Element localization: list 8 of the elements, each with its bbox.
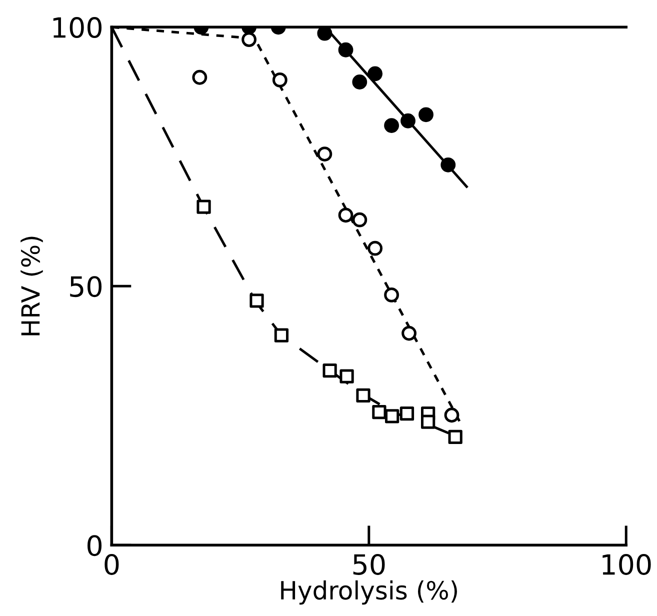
y-axis-title: HRV (%)	[20, 236, 43, 336]
x-tick-label: 0	[104, 554, 119, 575]
x-axis-title: Hydrolysis (%)	[281, 580, 457, 605]
x-tick-label: 50	[353, 554, 385, 575]
x-tick-label: 100	[602, 554, 651, 575]
y-tick-label: 0	[88, 535, 102, 556]
y-tick-label: 100	[53, 17, 102, 38]
y-tick-label: 50	[70, 276, 102, 298]
